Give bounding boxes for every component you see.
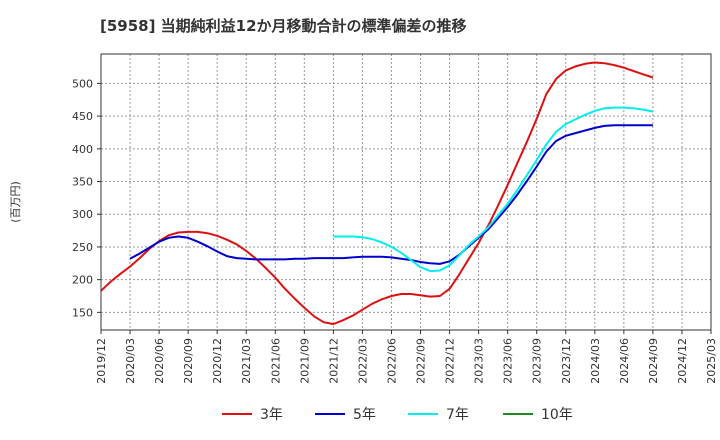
x-tick-label: 2020/09 <box>182 338 195 384</box>
series-line-2 <box>333 106 654 273</box>
y-tick-label: 500 <box>72 77 93 90</box>
x-tick-label: 2019/12 <box>95 338 108 384</box>
grid <box>97 54 712 334</box>
x-tick-label: 2023/12 <box>560 338 573 384</box>
x-tick-label: 2021/12 <box>327 338 340 384</box>
x-tick-label: 2021/09 <box>298 338 311 384</box>
x-tick-labels: 2019/12 2020/03 2020/06 2020/09 2020/12 2021/… <box>95 338 718 384</box>
x-tick-label: 2023/06 <box>502 338 515 384</box>
legend-label-0: 3年 <box>260 407 283 423</box>
x-tick-label: 2024/06 <box>618 338 631 384</box>
x-tick-label: 2024/03 <box>589 338 602 384</box>
x-tick-label: 2023/03 <box>473 338 486 384</box>
legend-label-3: 10年 <box>541 407 573 423</box>
y-tick-label: 150 <box>72 306 93 319</box>
series-lines <box>100 61 654 326</box>
x-tick-label: 2024/09 <box>647 338 660 384</box>
y-tick-label: 350 <box>72 176 93 189</box>
y-tick-labels: 150 200 250 300 350 400 450 500 <box>72 77 93 319</box>
x-tick-label: 2023/09 <box>531 338 544 384</box>
chart-title: [5958] 当期純利益12か月移動合計の標準偏差の推移 <box>100 17 467 35</box>
y-tick-label: 250 <box>72 241 93 254</box>
x-tick-label: 2021/06 <box>269 338 282 384</box>
x-tick-label: 2021/03 <box>240 338 253 384</box>
plot-frame <box>100 53 712 331</box>
series-line-1 <box>129 124 653 265</box>
x-tick-label: 2020/12 <box>211 338 224 384</box>
y-axis-label: (百万円) <box>9 181 22 223</box>
legend-label-1: 5年 <box>353 407 376 423</box>
x-tick-label: 2025/03 <box>705 338 718 384</box>
x-tick-label: 2022/09 <box>415 338 428 384</box>
y-tick-label: 400 <box>72 143 93 156</box>
y-tick-label: 200 <box>72 274 93 287</box>
x-tick-label: 2022/12 <box>444 338 457 384</box>
x-tick-label: 2020/06 <box>153 338 166 384</box>
legend-label-2: 7年 <box>446 407 469 423</box>
series-line-0 <box>100 61 654 326</box>
legend: 3年 5年 7年 10年 <box>222 407 573 423</box>
x-tick-label: 2024/12 <box>676 338 689 384</box>
x-tick-label: 2022/06 <box>385 338 398 384</box>
y-tick-label: 300 <box>72 208 93 221</box>
y-tick-label: 450 <box>72 110 93 123</box>
x-tick-label: 2022/03 <box>356 338 369 384</box>
x-tick-label: 2020/03 <box>124 338 137 384</box>
